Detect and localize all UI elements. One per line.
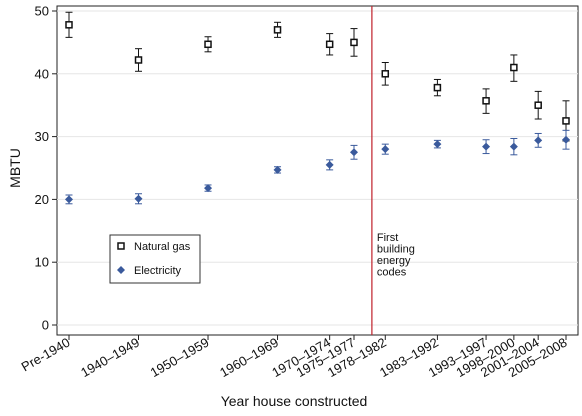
y-tick-label: 20: [35, 192, 49, 207]
reference-annotation-line: building: [377, 244, 415, 256]
electricity-point: [134, 194, 143, 203]
x-tick-label: 1940–1949: [78, 335, 142, 381]
y-tick-label: 40: [35, 66, 49, 81]
electricity-point: [204, 184, 213, 193]
electricity-point: [562, 135, 570, 144]
electricity-point: [65, 195, 73, 204]
gas-point: [482, 97, 490, 105]
legend-electricity-label: Electricity: [134, 265, 182, 277]
gas-point: [134, 56, 143, 64]
gas-point: [273, 26, 282, 34]
gas-point: [534, 101, 542, 109]
y-tick-label: 50: [35, 4, 49, 19]
electricity-point: [381, 145, 390, 154]
plot-area: 0 10 20 30 40 50 Pre-1940 1940–1949 1950–1959 196…: [19, 4, 579, 381]
reference-annotation-line: energy: [377, 255, 411, 267]
electricity-point: [273, 165, 282, 174]
electricity-point: [349, 148, 358, 157]
gas-point: [350, 38, 358, 47]
reference-annotation-line: codes: [377, 267, 407, 279]
reference-annotation-line: First: [377, 232, 398, 244]
gas-point: [65, 21, 73, 29]
gas-point: [562, 117, 570, 125]
electricity-point: [534, 136, 543, 145]
legend-natural-gas-label: Natural gas: [134, 241, 191, 253]
y-axis-title: MBTU: [7, 148, 23, 188]
electricity-point: [509, 142, 518, 151]
gas-point: [433, 83, 442, 92]
x-tick-label: 1950–1959: [148, 335, 212, 381]
x-tick-label: 1960–1969: [217, 335, 281, 381]
y-tick-label: 0: [42, 318, 49, 333]
x-tick-label: Pre-1940: [19, 335, 73, 375]
y-tick-label: 30: [35, 129, 49, 144]
legend-natural-gas-marker: [117, 242, 125, 250]
gas-point: [204, 40, 212, 49]
plot-frame: [56, 5, 579, 336]
legend-electricity-marker: [117, 266, 125, 274]
electricity-point: [482, 142, 491, 151]
gas-point: [510, 63, 518, 72]
legend-box: [109, 234, 201, 284]
electricity-point: [325, 160, 334, 169]
gas-point: [381, 70, 390, 78]
y-tick-label: 10: [35, 255, 49, 270]
gas-point: [325, 40, 334, 49]
x-axis-title: Year house constructed: [221, 393, 368, 409]
electricity-point: [433, 140, 442, 149]
